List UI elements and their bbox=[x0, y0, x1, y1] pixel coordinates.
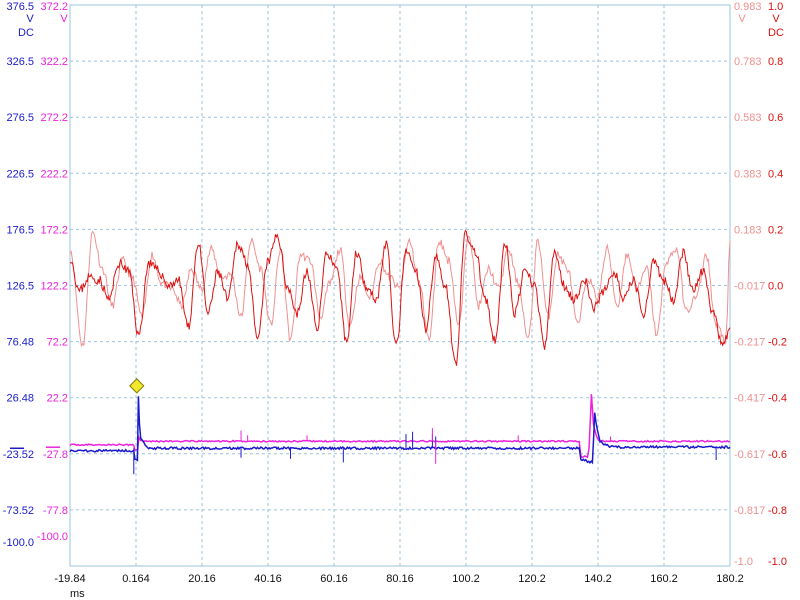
ch3-tick-label: -0.417 bbox=[734, 393, 765, 405]
ch1-trace bbox=[69, 396, 731, 465]
channel-reference-markers bbox=[10, 446, 60, 450]
ch1-tick-label: -73.52 bbox=[3, 505, 34, 517]
ch4-unit-label: V bbox=[772, 13, 780, 25]
ch3-tick-label: -0.017 bbox=[734, 281, 765, 293]
ch1-tick-label: 326.5 bbox=[6, 56, 34, 68]
ch4-tick-label: 0.6 bbox=[768, 112, 783, 124]
ch2-tick-label: 322.2 bbox=[40, 56, 68, 68]
trace-group bbox=[69, 229, 731, 465]
ch1-tick-label: -23.52 bbox=[3, 449, 34, 461]
x-tick-label: 40.16 bbox=[254, 573, 282, 585]
ch2-tick-label: -100.0 bbox=[37, 531, 68, 543]
ch2-tick-label: 122.2 bbox=[40, 281, 68, 293]
ch3-tick-label: 0.783 bbox=[734, 56, 762, 68]
ch1-tick-label: 226.5 bbox=[6, 168, 34, 180]
ch4-trace bbox=[69, 229, 731, 366]
ch2-tick-label: 22.2 bbox=[47, 393, 68, 405]
ch3-tick-label: 0.183 bbox=[734, 224, 762, 236]
ch3-tick-label: 0.583 bbox=[734, 112, 762, 124]
ch3-trace bbox=[69, 230, 731, 348]
ch2-tick-label: 372.2 bbox=[40, 1, 68, 13]
x-tick-label: 0.164 bbox=[122, 573, 150, 585]
trigger-marker[interactable] bbox=[129, 378, 145, 394]
ch3-unit-label: V bbox=[738, 13, 746, 25]
ch4-tick-label: 0.8 bbox=[768, 56, 783, 68]
ch3-tick-label: 0.383 bbox=[734, 168, 762, 180]
x-tick-label: 80.16 bbox=[386, 573, 414, 585]
ch1-unit-label: V bbox=[26, 13, 34, 25]
ch3-tick-label: -0.217 bbox=[734, 337, 765, 349]
x-tick-label: 20.16 bbox=[188, 573, 216, 585]
ch2-unit-label: V bbox=[60, 13, 68, 25]
ch4-tick-label: -0.8 bbox=[768, 505, 787, 517]
ch1-tick-label: -100.0 bbox=[3, 537, 34, 549]
horizontal-gridlines bbox=[69, 4, 731, 567]
ch4-tick-label: -0.4 bbox=[768, 393, 787, 405]
x-tick-label: 100.2 bbox=[452, 573, 480, 585]
ch3-tick-label: 0.983 bbox=[734, 1, 762, 13]
ch4-tick-label: 0.4 bbox=[768, 168, 783, 180]
ch1-tick-label: 126.5 bbox=[6, 281, 34, 293]
ch4-tick-label: 0.0 bbox=[768, 281, 783, 293]
ch1-tick-label: 76.48 bbox=[6, 337, 34, 349]
x-tick-label: 120.2 bbox=[518, 573, 546, 585]
ch2-tick-label: -77.8 bbox=[43, 505, 68, 517]
axis-labels: -19.84 0.164 20.16 40.16 60.16 80.16 100.2 120.… bbox=[3, 1, 787, 600]
x-tick-label: -19.84 bbox=[54, 573, 85, 585]
x-tick-label: 140.2 bbox=[584, 573, 612, 585]
ch2-tick-label: 272.2 bbox=[40, 112, 68, 124]
ch2-tick-label: 222.2 bbox=[40, 168, 68, 180]
ch4-tick-label: 1.0 bbox=[768, 1, 783, 13]
x-tick-label: 180.2 bbox=[716, 573, 744, 585]
ch4-tick-label: -1.0 bbox=[768, 556, 787, 568]
x-tick-label: 160.2 bbox=[650, 573, 678, 585]
trace-spikes bbox=[133, 428, 717, 475]
ch3-tick-label: -0.617 bbox=[734, 449, 765, 461]
ch3-tick-label: -1.0 bbox=[734, 556, 753, 568]
ch1-tick-label: 376.5 bbox=[6, 1, 34, 13]
ch2-tick-label: 172.2 bbox=[40, 224, 68, 236]
ch1-tick-label: 276.5 bbox=[6, 112, 34, 124]
ch4-coupling-label: DC bbox=[768, 27, 784, 39]
ch2-tick-label: 72.2 bbox=[47, 337, 68, 349]
ch4-tick-label: -0.2 bbox=[768, 337, 787, 349]
ch2-trace bbox=[69, 394, 731, 459]
ch1-coupling-label: DC bbox=[18, 27, 34, 39]
x-tick-label: 60.16 bbox=[320, 573, 348, 585]
ch4-tick-label: -0.6 bbox=[768, 449, 787, 461]
x-axis-unit-label: ms bbox=[70, 588, 85, 600]
ch4-tick-label: 0.2 bbox=[768, 224, 783, 236]
ch3-tick-label: -0.817 bbox=[734, 505, 765, 517]
ch2-tick-label: -27.8 bbox=[43, 449, 68, 461]
plot-frame bbox=[69, 4, 731, 567]
ch1-tick-label: 26.48 bbox=[6, 393, 34, 405]
ch1-tick-label: 176.5 bbox=[6, 224, 34, 236]
